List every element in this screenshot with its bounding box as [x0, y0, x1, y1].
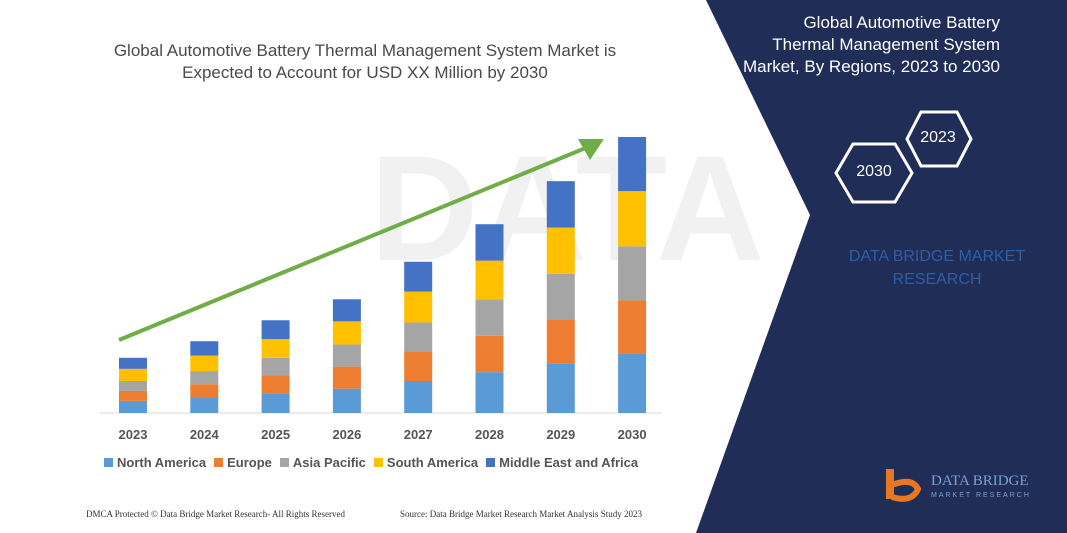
bar-segment-2023-south-america — [119, 368, 147, 381]
x-tick-label: 2023 — [119, 427, 148, 442]
x-tick-label: 2026 — [332, 427, 361, 442]
bar-segment-2029-middle-east-and-africa — [546, 181, 575, 228]
bar-segment-2025-south-america — [261, 339, 290, 358]
bar-segment-2026-south-america — [332, 321, 361, 345]
logo-name: DATA BRIDGE — [931, 473, 1029, 489]
bar-segment-2025-asia-pacific — [261, 357, 290, 376]
bar-segment-2023-north-america — [119, 400, 147, 413]
bar-segment-2025-north-america — [261, 393, 290, 413]
legend-swatch — [486, 458, 496, 467]
bar-segment-2025-middle-east-and-africa — [261, 320, 290, 340]
bar-segment-2024-europe — [190, 384, 219, 398]
bar-segment-2030-asia-pacific — [618, 246, 647, 301]
x-tick-label: 2029 — [546, 427, 575, 442]
brand-text: DATA BRIDGE MARKET RESEARCH — [848, 248, 1026, 288]
legend-label: Europe — [227, 455, 272, 470]
legend-label: North America — [117, 455, 207, 470]
bar-segment-2027-north-america — [404, 380, 433, 413]
bar-segment-2026-europe — [332, 366, 361, 389]
hex-end-year: 2030 — [856, 163, 892, 180]
legend-label: Middle East and Africa — [499, 455, 639, 470]
bar-segment-2029-europe — [546, 319, 575, 364]
bar-segment-2028-middle-east-and-africa — [475, 224, 504, 261]
legend-item-asia-pacific: Asia Pacific — [279, 455, 366, 470]
legend-item-middle-east-africa: Middle East and Africa — [486, 455, 638, 470]
logo-icon — [886, 469, 922, 502]
legend-item-europe: Europe — [214, 455, 272, 470]
bar-segment-2025-europe — [261, 375, 290, 394]
x-tick-labels: 2023 2024 2025 2026 2027 2028 2029 2030 — [119, 427, 647, 442]
footer-copyright: DMCA Protected © Data Bridge Market Rese… — [86, 509, 346, 519]
logo-bar — [886, 469, 894, 499]
bar-segment-2030-middle-east-and-africa — [618, 137, 647, 192]
bar-segment-2023-europe — [119, 390, 147, 401]
bar-segment-2027-south-america — [404, 291, 433, 323]
bar-segment-2029-south-america — [546, 227, 575, 274]
x-tick-label: 2024 — [190, 427, 220, 442]
legend-item-north-america: North America — [104, 455, 206, 470]
legend-swatch — [279, 458, 289, 467]
bar-segment-2030-south-america — [618, 191, 647, 247]
legend: North America Europe Asia Pacific South … — [104, 455, 638, 470]
panel-title: Global Automotive Battery Thermal Manage… — [742, 13, 1000, 76]
legend-label: Asia Pacific — [292, 455, 366, 470]
bar-segment-2027-europe — [404, 351, 433, 381]
bar-segment-2023-middle-east-and-africa — [119, 357, 147, 369]
trend-arrow — [118, 139, 604, 342]
hex-start-year: 2023 — [920, 129, 956, 146]
bar-segment-2024-middle-east-and-africa — [190, 341, 219, 356]
bar-segment-2024-north-america — [190, 397, 219, 413]
bar-segment-2027-asia-pacific — [404, 322, 433, 352]
bars-layer — [119, 137, 647, 413]
chart-area: 2023 2024 2025 2026 2027 2028 2029 2030 — [100, 137, 662, 442]
x-tick-label: 2027 — [404, 427, 433, 442]
bar-segment-2026-north-america — [332, 388, 361, 413]
legend-swatch — [104, 458, 113, 467]
logo-curve — [890, 478, 922, 502]
bar-segment-2030-north-america — [618, 353, 647, 413]
x-tick-label: 2028 — [475, 427, 504, 442]
x-tick-label: 2030 — [618, 427, 647, 442]
legend-item-south-america: South America — [373, 455, 479, 470]
bar-segment-2028-north-america — [475, 372, 504, 413]
bar-segment-2029-asia-pacific — [546, 273, 575, 320]
footer-source: Source: Data Bridge Market Research Mark… — [400, 509, 642, 519]
bar-segment-2030-europe — [618, 300, 647, 354]
bar-segment-2024-asia-pacific — [190, 371, 219, 385]
chart-title: Global Automotive Battery Thermal Manage… — [113, 41, 617, 82]
logo-subtitle: MARKET RESEARCH — [931, 492, 1031, 499]
x-tick-label: 2025 — [261, 427, 290, 442]
trend-arrow-line — [118, 145, 589, 342]
bar-segment-2028-europe — [475, 335, 504, 373]
bar-segment-2023-asia-pacific — [119, 380, 147, 391]
bar-segment-2026-asia-pacific — [332, 344, 361, 367]
bar-segment-2026-middle-east-and-africa — [332, 299, 361, 322]
bar-segment-2029-north-america — [546, 363, 575, 413]
legend-label: South America — [386, 455, 479, 470]
legend-swatch — [373, 458, 383, 467]
bar-segment-2027-middle-east-and-africa — [404, 261, 433, 292]
bar-segment-2028-asia-pacific — [475, 299, 504, 336]
legend-swatch — [214, 458, 224, 467]
bar-segment-2024-south-america — [190, 355, 219, 372]
trend-arrow-head — [578, 139, 604, 160]
bar-segment-2028-south-america — [475, 260, 504, 300]
